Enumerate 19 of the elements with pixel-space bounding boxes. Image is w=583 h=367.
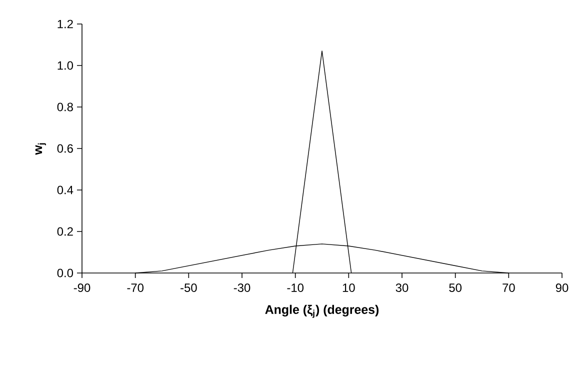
x-tick-label: 70 [502, 284, 515, 292]
x-tick-label: -70 [127, 284, 144, 292]
x-axis-title: Angle (ξ$_{j}$) (degrees) [265, 304, 379, 318]
x-tick-label: 50 [449, 284, 462, 292]
y-tick-label: 1.0 [58, 61, 74, 70]
y-tick-label: 0.4 [57, 186, 74, 194]
x-tick-label: 30 [396, 284, 408, 292]
y-tick-label: 0.0 [57, 268, 74, 278]
y-tick-label: 0.2 [57, 227, 73, 236]
y-tick-label: 0.6 [57, 144, 73, 153]
y-tick-label: 0.8 [57, 102, 73, 112]
x-tick-label: 90 [556, 284, 568, 292]
x-tick-label: -90 [74, 284, 90, 292]
y-axis-title: w$_{j}$ [35, 143, 46, 155]
x-tick-label: -10 [287, 284, 304, 292]
x-tick-label: -30 [234, 284, 250, 292]
x-tick-label: 10 [342, 284, 355, 292]
y-tick-label: 1.2 [58, 20, 73, 28]
x-tick-label: -50 [180, 284, 197, 292]
